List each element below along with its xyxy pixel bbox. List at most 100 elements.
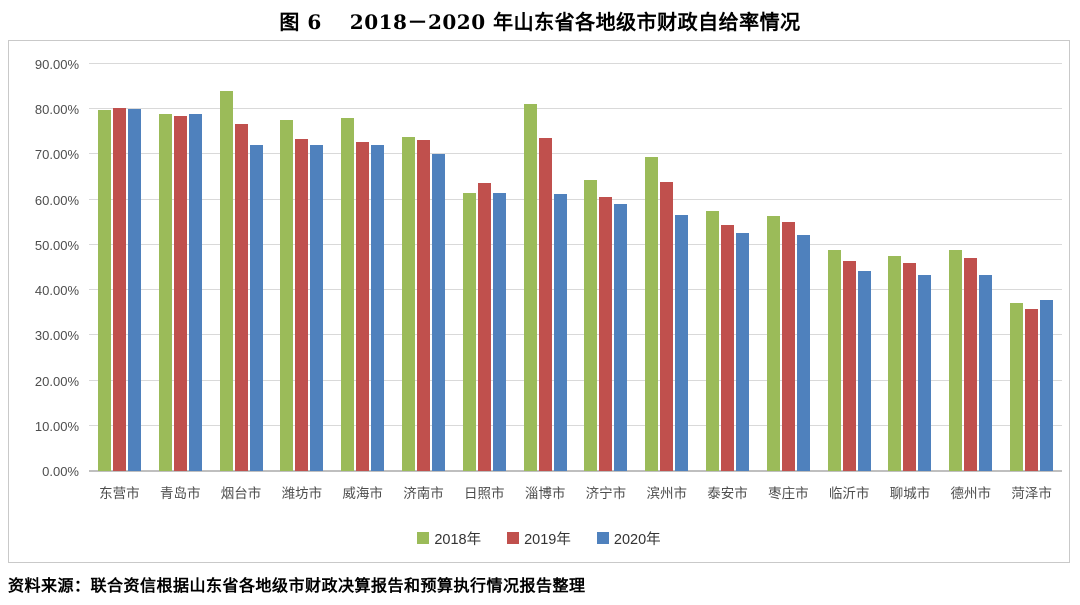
x-axis-label-泰安市: 泰安市 bbox=[707, 486, 748, 501]
gridline bbox=[89, 108, 1062, 110]
bar-2018年-济宁市 bbox=[584, 179, 598, 471]
legend-label: 2020年 bbox=[613, 531, 661, 548]
x-axis-label-滨州市: 滨州市 bbox=[646, 486, 687, 501]
x-axis-label-聊城市: 聊城市 bbox=[889, 486, 931, 501]
gridline bbox=[89, 153, 1062, 155]
bar-group-东营市 bbox=[89, 64, 150, 471]
bar-2019年-东营市 bbox=[112, 108, 126, 471]
x-axis-label-日照市: 日照市 bbox=[464, 486, 505, 501]
y-tick-label: 60.00% bbox=[34, 192, 79, 208]
y-tick-label: 30.00% bbox=[34, 328, 79, 344]
bar-2019年-滨州市 bbox=[660, 182, 674, 471]
legend-item-2018年: 2018年 bbox=[417, 528, 481, 549]
bar-2019年-德州市 bbox=[964, 258, 978, 471]
bar-group-泰安市 bbox=[697, 64, 758, 471]
y-tick-label: 70.00% bbox=[34, 147, 79, 163]
bar-group-临沂市 bbox=[819, 64, 880, 471]
bar-2018年-临沂市 bbox=[827, 250, 841, 471]
bar-2020年-东营市 bbox=[127, 108, 141, 471]
bar-group-潍坊市 bbox=[271, 64, 332, 471]
bar-2019年-聊城市 bbox=[903, 262, 917, 471]
legend-item-2020年: 2020年 bbox=[596, 528, 661, 549]
x-axis-label-济宁市: 济宁市 bbox=[585, 486, 627, 501]
bar-group-菏泽市 bbox=[1001, 64, 1062, 471]
bar-2020年-滨州市 bbox=[675, 215, 689, 471]
y-tick-label: 10.00% bbox=[34, 418, 79, 434]
bar-2019年-济宁市 bbox=[599, 196, 613, 471]
bar-2020年-泰安市 bbox=[736, 232, 750, 471]
legend-item-2019年: 2019年 bbox=[507, 528, 571, 549]
bar-2020年-青岛市 bbox=[188, 114, 202, 471]
bar-2019年-烟台市 bbox=[234, 124, 248, 471]
bar-2020年-济宁市 bbox=[614, 203, 628, 471]
bar-2018年-东营市 bbox=[97, 109, 111, 471]
bar-2019年-菏泽市 bbox=[1025, 308, 1039, 471]
bar-2020年-日照市 bbox=[492, 192, 506, 471]
bar-2019年-潍坊市 bbox=[295, 138, 309, 471]
bar-2019年-临沂市 bbox=[842, 260, 856, 471]
bar-2018年-济南市 bbox=[401, 137, 415, 471]
figure-number: 图 6 bbox=[279, 10, 322, 34]
bar-2018年-聊城市 bbox=[888, 256, 902, 471]
bar-group-德州市 bbox=[940, 64, 1001, 471]
x-axis-label-枣庄市: 枣庄市 bbox=[768, 486, 809, 501]
y-tick-label: 80.00% bbox=[34, 102, 79, 118]
gridline bbox=[89, 243, 1062, 245]
y-tick-label: 50.00% bbox=[34, 237, 79, 253]
bar-group-济宁市 bbox=[576, 64, 637, 471]
bar-2019年-威海市 bbox=[356, 141, 370, 471]
chart-title: 图 6 2018－2020 年山东省各地级市财政自给率情况 bbox=[0, 6, 1080, 35]
bar-2018年-菏泽市 bbox=[1010, 302, 1024, 471]
bar-group-枣庄市 bbox=[758, 64, 819, 471]
x-axis-label-烟台市: 烟台市 bbox=[220, 486, 262, 501]
legend-label: 2019年 bbox=[524, 531, 571, 548]
bar-group-聊城市 bbox=[880, 64, 941, 471]
legend-label: 2018年 bbox=[434, 531, 482, 548]
bar-2020年-枣庄市 bbox=[796, 235, 810, 471]
gridline bbox=[89, 289, 1062, 291]
bar-2018年-青岛市 bbox=[158, 114, 172, 471]
bar-2019年-青岛市 bbox=[173, 115, 187, 471]
bar-group-滨州市 bbox=[636, 64, 697, 471]
bar-group-济南市 bbox=[393, 64, 454, 471]
bar-2020年-德州市 bbox=[979, 275, 993, 471]
bar-2020年-聊城市 bbox=[918, 275, 932, 471]
bar-2019年-日照市 bbox=[477, 183, 491, 471]
x-axis-label-德州市: 德州市 bbox=[950, 486, 992, 501]
bars-area bbox=[89, 64, 1062, 471]
bar-2020年-济南市 bbox=[431, 153, 445, 471]
bar-2018年-德州市 bbox=[949, 249, 963, 471]
source-note: 资料来源：联合资信根据山东省各地级市财政决算报告和预算执行情况报告整理 bbox=[8, 576, 586, 595]
bar-2018年-威海市 bbox=[341, 118, 355, 471]
bar-2019年-济南市 bbox=[416, 140, 430, 471]
bar-2019年-淄博市 bbox=[538, 137, 552, 471]
x-axis-line bbox=[89, 470, 1062, 472]
gridline bbox=[89, 334, 1062, 336]
bar-group-日照市 bbox=[454, 64, 515, 471]
x-axis-label-威海市: 威海市 bbox=[342, 486, 383, 501]
chart-frame: 0.00% 10.00% 20.00% 30.00% 40.00% 50.00% 60.00… bbox=[8, 40, 1070, 563]
y-tick-label: 20.00% bbox=[34, 373, 79, 389]
x-axis-labels: 东营市 青岛市 烟台市 潍坊市 威海市 济南市 日照市 淄博市 济宁市 滨州市 泰安市 枣庄市 临沂市 聊… bbox=[89, 482, 1062, 502]
bar-2018年-泰安市 bbox=[706, 210, 720, 471]
bar-2020年-临沂市 bbox=[857, 270, 871, 471]
gridline bbox=[89, 63, 1062, 64]
bar-2020年-烟台市 bbox=[249, 145, 263, 471]
chart-title-text: 2018－2020 年山东省各地级市财政自给率情况 bbox=[349, 10, 801, 34]
bar-2018年-滨州市 bbox=[645, 156, 659, 471]
x-axis-label-东营市: 东营市 bbox=[99, 486, 140, 501]
y-axis-labels: 0.00% 10.00% 20.00% 30.00% 40.00% 50.00% 60.00… bbox=[9, 57, 85, 479]
x-axis-label-潍坊市: 潍坊市 bbox=[281, 486, 323, 501]
bar-group-烟台市 bbox=[211, 64, 272, 471]
plot-area bbox=[89, 63, 1062, 472]
bar-2019年-泰安市 bbox=[721, 225, 735, 471]
bar-2018年-淄博市 bbox=[523, 103, 537, 471]
legend-swatch-icon bbox=[417, 532, 430, 544]
x-axis-label-青岛市: 青岛市 bbox=[159, 486, 201, 501]
bar-group-青岛市 bbox=[150, 64, 211, 471]
bar-2018年-潍坊市 bbox=[280, 120, 294, 471]
y-tick-label: 90.00% bbox=[34, 57, 79, 72]
legend-swatch-icon bbox=[596, 532, 609, 544]
x-axis-label-淄博市: 淄博市 bbox=[524, 486, 566, 501]
